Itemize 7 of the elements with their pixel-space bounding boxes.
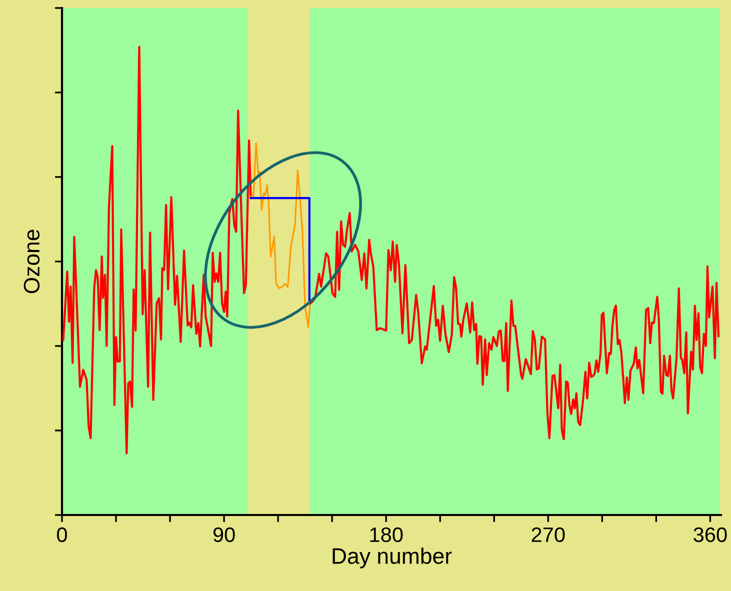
x-tick-label: 90 — [213, 527, 235, 542]
x-tick-label: 180 — [370, 527, 403, 542]
x-tick-label: 0 — [57, 527, 67, 542]
x-tick-label: 360 — [694, 527, 727, 542]
x-tick-label: 270 — [532, 527, 565, 542]
x-axis-title: Day number — [332, 548, 452, 568]
y-axis-title: Ozone — [24, 230, 40, 294]
